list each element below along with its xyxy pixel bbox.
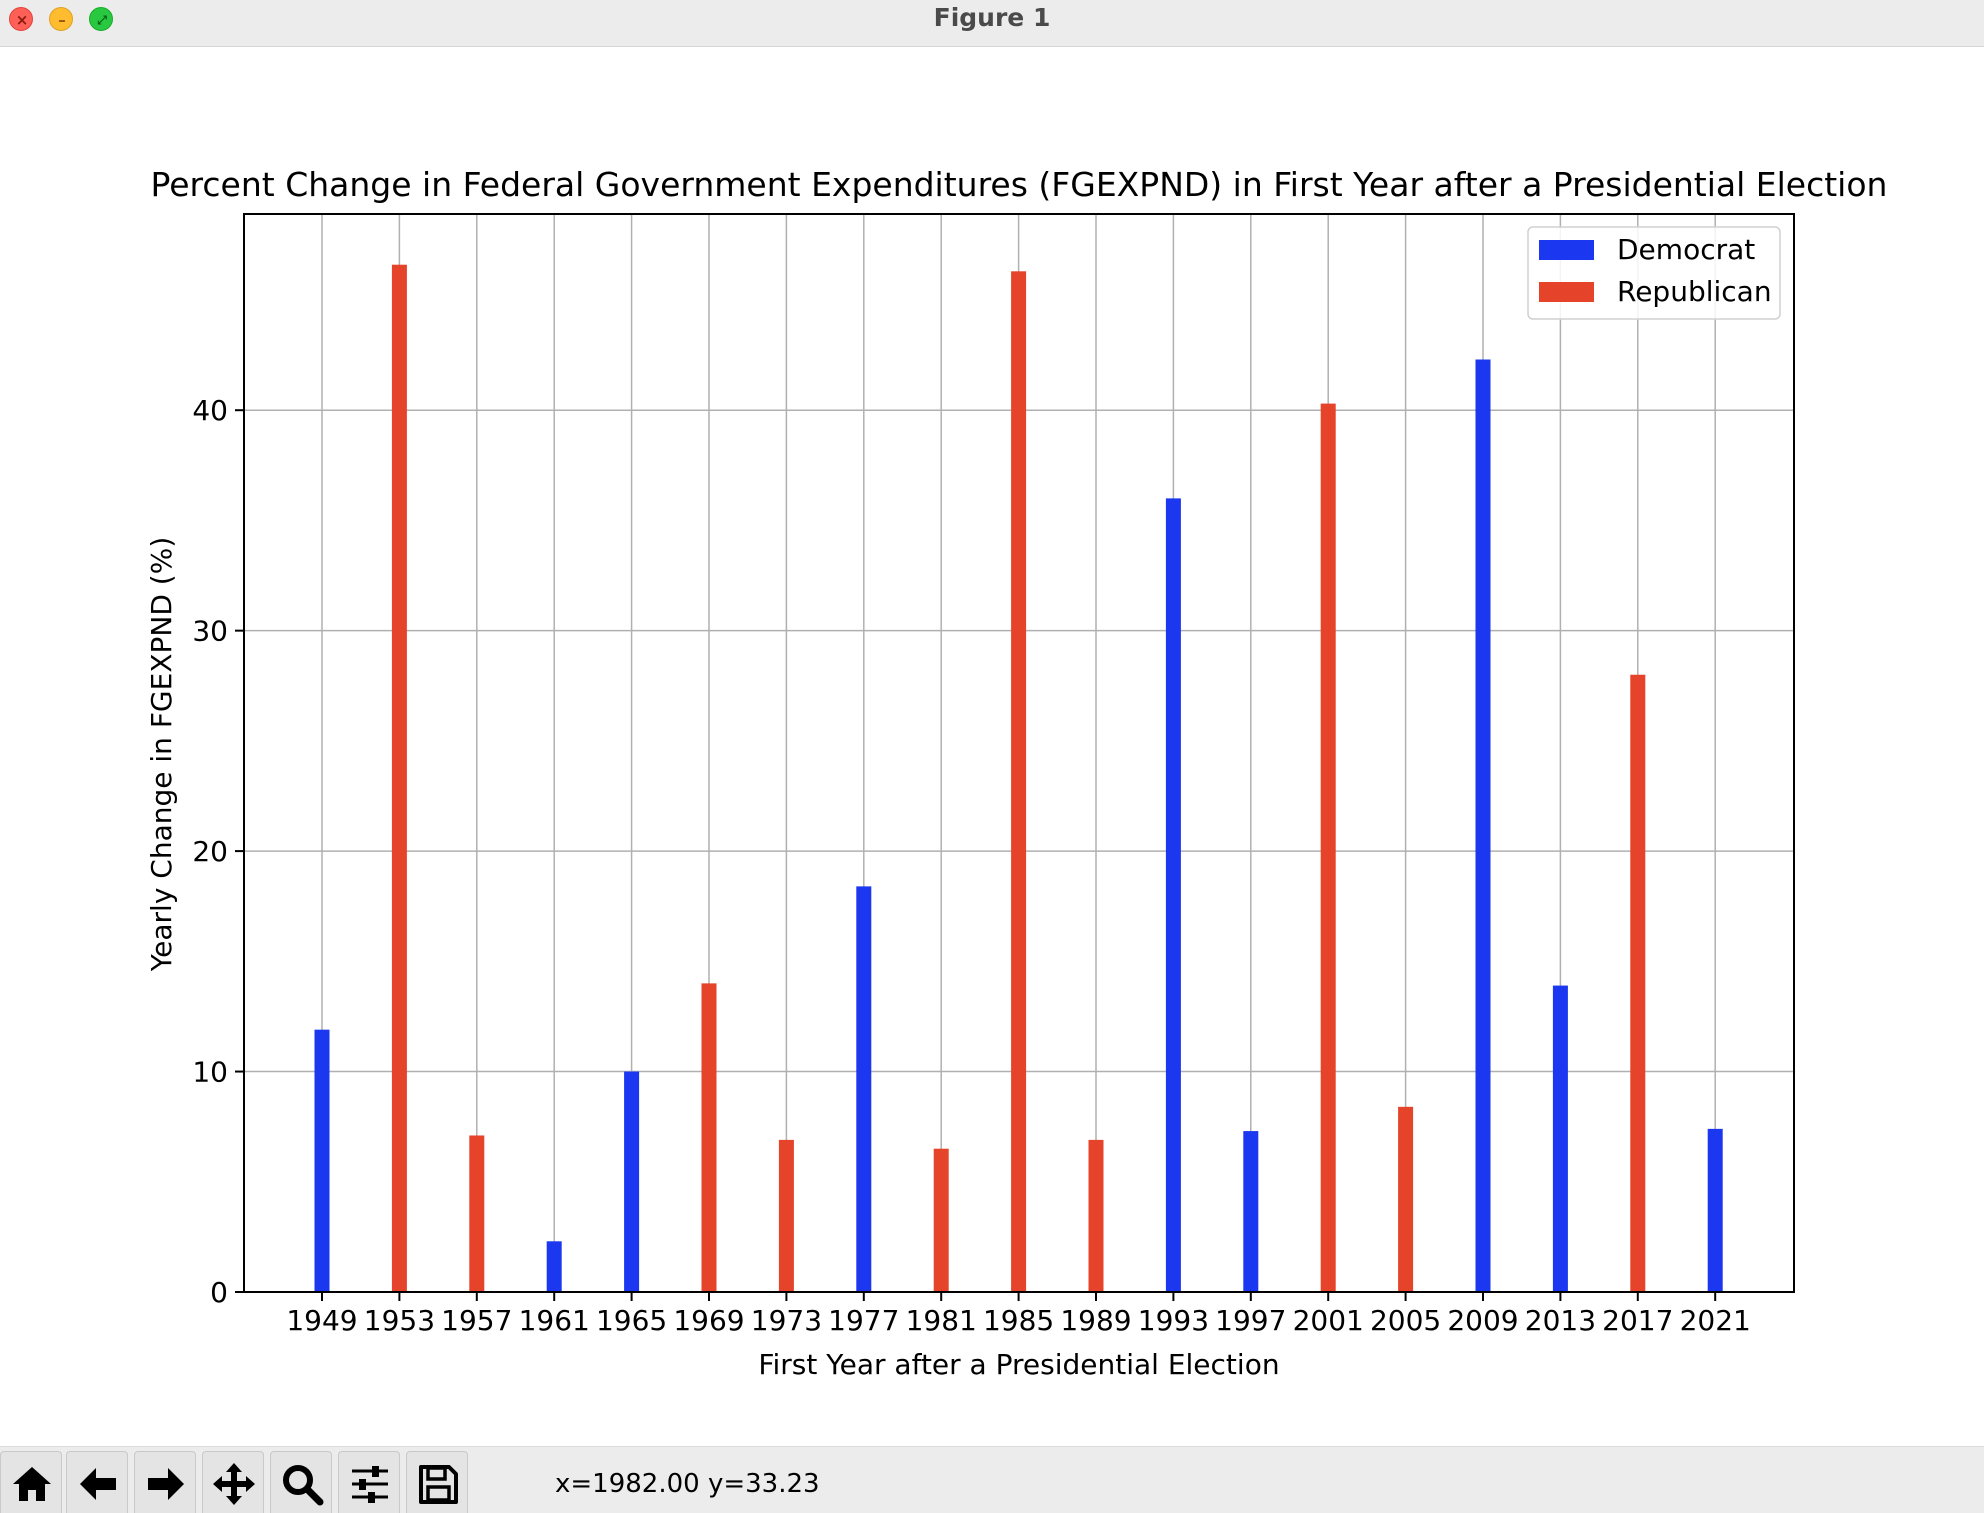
bar-1989[interactable] bbox=[1088, 1139, 1104, 1292]
x-tick-label: 1949 bbox=[286, 1304, 357, 1337]
x-tick-label: 2009 bbox=[1447, 1304, 1518, 1337]
zoom-icon: ⤢ bbox=[97, 13, 107, 27]
zoom-button[interactable] bbox=[270, 1451, 332, 1513]
save-button[interactable] bbox=[406, 1451, 468, 1513]
bar-2021[interactable] bbox=[1707, 1128, 1723, 1292]
x-tick-label: 1993 bbox=[1138, 1304, 1209, 1337]
x-tick-label: 2005 bbox=[1370, 1304, 1441, 1337]
x-tick-label: 1985 bbox=[983, 1304, 1054, 1337]
y-tick-label: 30 bbox=[192, 615, 228, 648]
y-tick-label: 40 bbox=[192, 394, 228, 427]
bar-1949[interactable] bbox=[314, 1029, 330, 1292]
cursor-coordinates: x=1982.00 y=33.23 bbox=[555, 1469, 820, 1499]
x-tick-label: 1997 bbox=[1215, 1304, 1286, 1337]
legend: Democrat Republican bbox=[1527, 226, 1781, 320]
y-tick-label: 0 bbox=[210, 1276, 228, 1309]
legend-label-republican: Republican bbox=[1617, 275, 1772, 308]
bar-2017[interactable] bbox=[1630, 674, 1646, 1292]
x-tick-label: 2017 bbox=[1602, 1304, 1673, 1337]
arrow-right-icon bbox=[148, 1468, 184, 1500]
x-tick-label: 2021 bbox=[1680, 1304, 1751, 1337]
x-tick-label: 1961 bbox=[519, 1304, 590, 1337]
magnifier-icon bbox=[283, 1465, 324, 1506]
home-icon bbox=[13, 1467, 51, 1501]
x-tick-label: 1969 bbox=[673, 1304, 744, 1337]
bar-2005[interactable] bbox=[1398, 1106, 1414, 1292]
close-icon: × bbox=[15, 11, 29, 29]
configure-subplots-button[interactable] bbox=[338, 1451, 400, 1513]
window-titlebar: × – ⤢ Figure 1 bbox=[0, 0, 1984, 47]
legend-label-democrat: Democrat bbox=[1617, 233, 1755, 266]
back-button[interactable] bbox=[66, 1451, 128, 1513]
y-tick-label: 20 bbox=[192, 835, 228, 868]
navigation-toolbar bbox=[0, 1446, 1984, 1513]
x-tick-label: 1989 bbox=[1060, 1304, 1131, 1337]
x-tick-label: 1957 bbox=[441, 1304, 512, 1337]
bar-1969[interactable] bbox=[701, 983, 717, 1292]
x-axis-ticks: 1949 1953 1957 1961 1965 1969 1973 1977 1981 1985… bbox=[286, 1292, 1751, 1337]
bar-1993[interactable] bbox=[1165, 498, 1181, 1292]
x-tick-label: 1977 bbox=[828, 1304, 899, 1337]
minimize-window-button[interactable]: – bbox=[49, 7, 73, 31]
bar-2001[interactable] bbox=[1320, 403, 1336, 1292]
legend-swatch-democrat bbox=[1539, 240, 1594, 260]
forward-button[interactable] bbox=[134, 1451, 196, 1513]
bar-1961[interactable] bbox=[546, 1241, 562, 1292]
bar-1977[interactable] bbox=[856, 886, 872, 1292]
close-window-button[interactable]: × bbox=[9, 7, 33, 31]
sliders-icon bbox=[352, 1466, 388, 1503]
window-title: Figure 1 bbox=[933, 3, 1051, 32]
zoom-window-button[interactable]: ⤢ bbox=[89, 7, 113, 31]
bar-1981[interactable] bbox=[933, 1148, 949, 1292]
bar-1997[interactable] bbox=[1243, 1131, 1259, 1292]
x-tick-label: 2013 bbox=[1525, 1304, 1596, 1337]
x-tick-label: 1981 bbox=[906, 1304, 977, 1337]
pan-button[interactable] bbox=[202, 1451, 264, 1513]
arrow-left-icon bbox=[80, 1468, 116, 1500]
bar-2013[interactable] bbox=[1552, 985, 1568, 1292]
y-axis-ticks: 0 10 20 30 40 bbox=[192, 394, 244, 1309]
legend-swatch-republican bbox=[1539, 282, 1594, 302]
x-tick-label: 1965 bbox=[596, 1304, 667, 1337]
y-axis-label: Yearly Change in FGEXPND (%) bbox=[145, 537, 178, 972]
x-tick-label: 2001 bbox=[1293, 1304, 1364, 1337]
x-tick-label: 1953 bbox=[364, 1304, 435, 1337]
minimize-icon: – bbox=[58, 11, 66, 29]
move-icon bbox=[213, 1463, 255, 1505]
bar-chart[interactable]: Percent Change in Federal Government Exp… bbox=[0, 46, 1984, 1446]
bar-1985[interactable] bbox=[1011, 271, 1027, 1292]
bar-1953[interactable] bbox=[391, 264, 407, 1292]
home-button[interactable] bbox=[0, 1451, 62, 1513]
floppy-disk-icon bbox=[419, 1465, 458, 1504]
bar-2009[interactable] bbox=[1475, 359, 1491, 1292]
x-tick-label: 1973 bbox=[751, 1304, 822, 1337]
x-axis-label: First Year after a Presidential Election bbox=[758, 1348, 1279, 1381]
bar-1965[interactable] bbox=[624, 1071, 640, 1292]
bars-group bbox=[314, 264, 1723, 1292]
chart-title: Percent Change in Federal Government Exp… bbox=[151, 165, 1888, 204]
bar-1973[interactable] bbox=[778, 1139, 794, 1292]
y-tick-label: 10 bbox=[192, 1056, 228, 1089]
bar-1957[interactable] bbox=[469, 1135, 485, 1292]
